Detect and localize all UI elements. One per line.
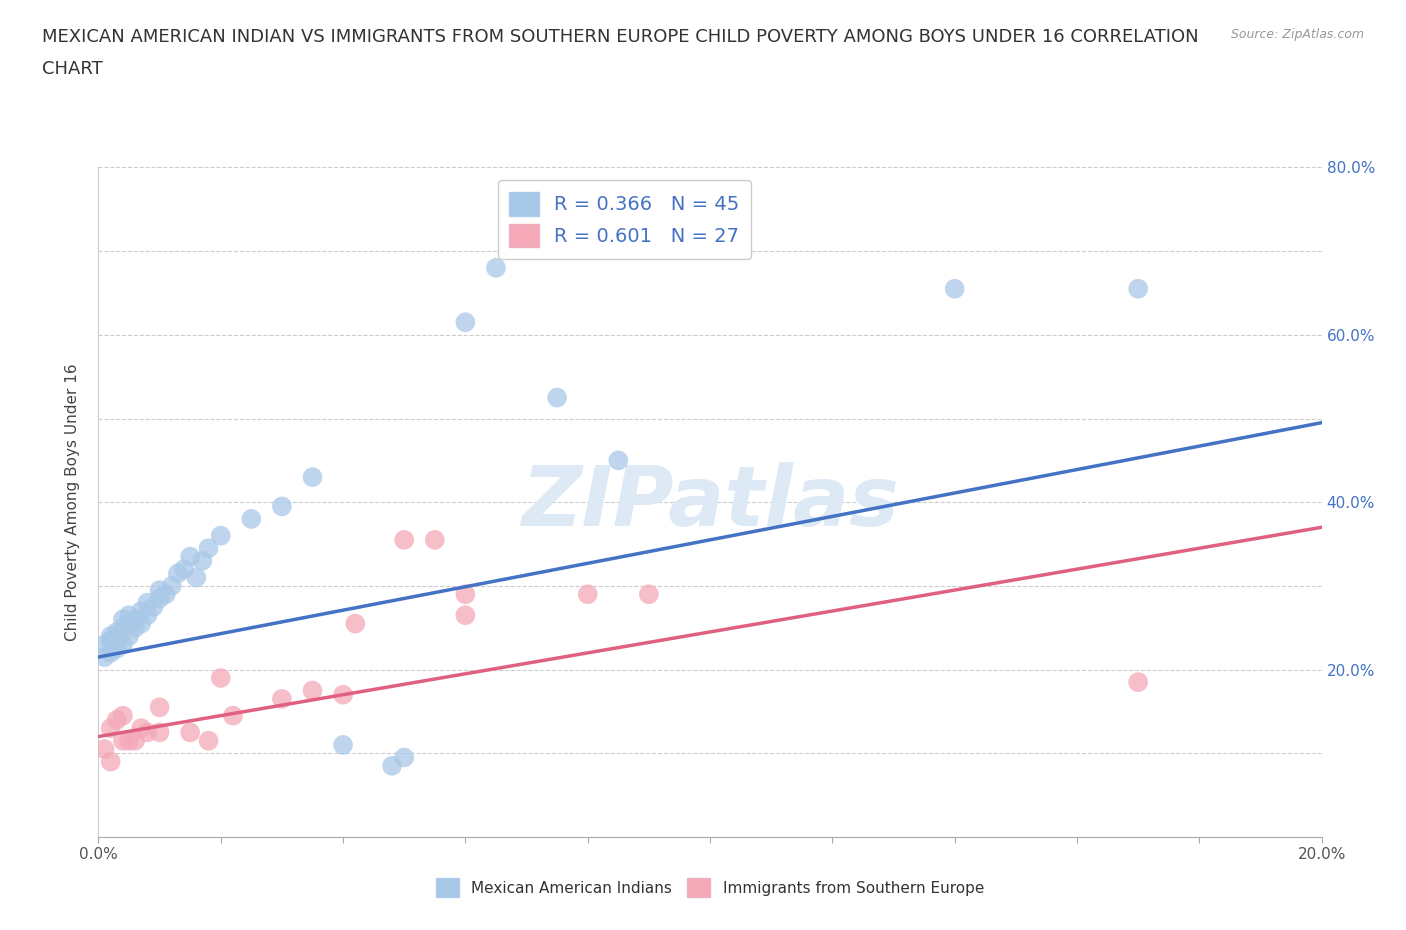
Point <box>124 620 146 635</box>
Point <box>332 737 354 752</box>
Point <box>124 612 146 627</box>
Text: ZIPatlas: ZIPatlas <box>522 461 898 543</box>
Point <box>149 700 172 715</box>
Point <box>100 633 122 648</box>
Point <box>301 684 323 698</box>
Point <box>129 721 152 736</box>
Point <box>1128 282 1150 297</box>
Point <box>270 692 292 707</box>
Point <box>124 733 146 748</box>
Point <box>118 608 141 623</box>
Point <box>222 709 245 724</box>
Point <box>100 629 122 644</box>
Point <box>149 725 172 740</box>
Point <box>454 315 477 330</box>
Point <box>423 533 446 548</box>
Point <box>1128 675 1150 690</box>
Point <box>155 587 177 602</box>
Point <box>197 733 219 748</box>
Point <box>100 645 122 660</box>
Text: Source: ZipAtlas.com: Source: ZipAtlas.com <box>1230 28 1364 41</box>
Point <box>943 282 966 297</box>
Point <box>607 453 630 468</box>
Point <box>129 604 152 618</box>
Legend: Mexican American Indians, Immigrants from Southern Europe: Mexican American Indians, Immigrants fro… <box>430 872 990 903</box>
Point <box>111 637 134 652</box>
Point <box>392 750 416 764</box>
Point <box>186 570 208 585</box>
Point <box>149 582 172 598</box>
Point <box>136 595 159 610</box>
Point <box>546 391 568 405</box>
Point <box>209 671 232 685</box>
Point <box>576 587 599 602</box>
Point <box>105 642 128 657</box>
Point <box>179 549 201 564</box>
Point <box>142 600 165 615</box>
Point <box>149 591 172 606</box>
Point <box>270 499 292 514</box>
Text: CHART: CHART <box>42 60 103 78</box>
Point <box>100 754 122 769</box>
Point <box>105 625 128 640</box>
Point <box>344 617 367 631</box>
Text: MEXICAN AMERICAN INDIAN VS IMMIGRANTS FROM SOUTHERN EUROPE CHILD POVERTY AMONG B: MEXICAN AMERICAN INDIAN VS IMMIGRANTS FR… <box>42 28 1199 46</box>
Point <box>118 629 141 644</box>
Point <box>160 578 183 593</box>
Point <box>118 617 141 631</box>
Point <box>454 608 477 623</box>
Point <box>392 533 416 548</box>
Point <box>454 587 477 602</box>
Point <box>240 512 263 526</box>
Y-axis label: Child Poverty Among Boys Under 16: Child Poverty Among Boys Under 16 <box>65 364 80 641</box>
Point <box>191 553 214 568</box>
Point <box>301 470 323 485</box>
Point <box>111 709 134 724</box>
Point <box>93 637 115 652</box>
Point <box>516 219 538 233</box>
Point <box>136 725 159 740</box>
Point <box>105 633 128 648</box>
Point <box>332 687 354 702</box>
Point <box>105 712 128 727</box>
Point <box>136 608 159 623</box>
Point <box>167 565 190 580</box>
Point <box>197 541 219 556</box>
Point <box>381 759 404 774</box>
Point <box>111 620 134 635</box>
Point <box>209 528 232 543</box>
Point <box>129 617 152 631</box>
Point <box>637 587 661 602</box>
Point <box>111 733 134 748</box>
Point <box>118 733 141 748</box>
Point <box>93 742 115 757</box>
Point <box>93 650 115 665</box>
Point <box>111 612 134 627</box>
Point <box>485 260 508 275</box>
Point <box>179 725 201 740</box>
Point <box>173 562 195 577</box>
Point <box>100 721 122 736</box>
